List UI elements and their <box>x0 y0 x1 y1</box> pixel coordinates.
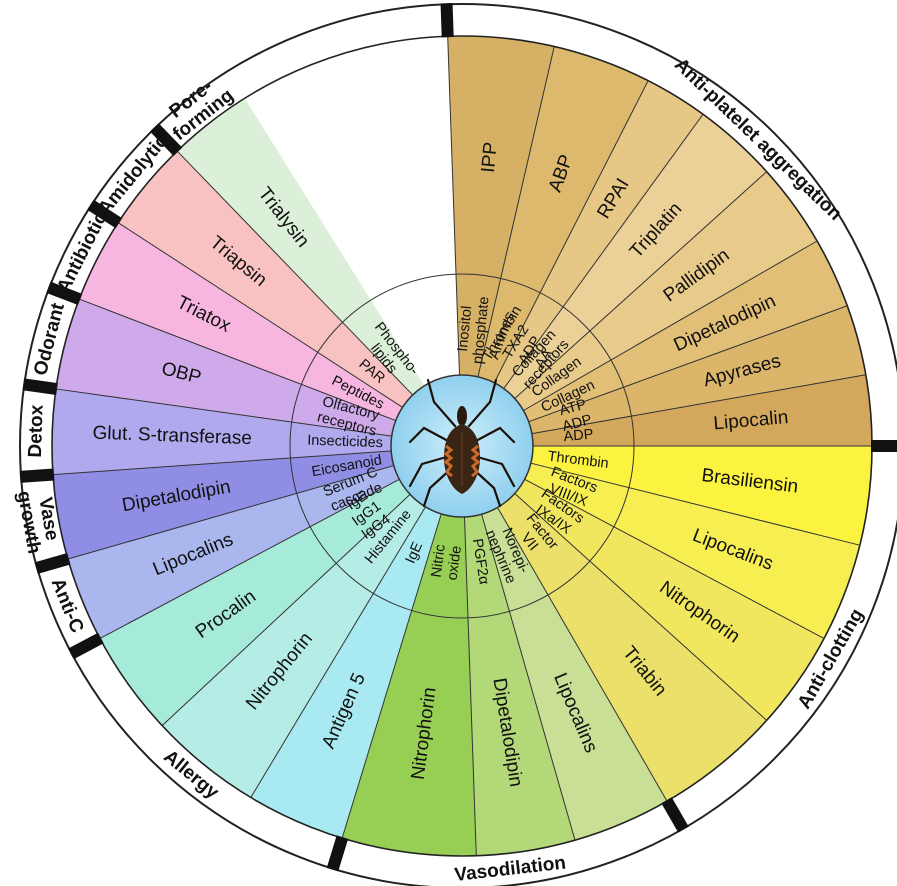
sector-lipocalins-12 <box>481 507 667 841</box>
target-label-atp-adp-text: ADP <box>561 412 594 435</box>
category-divider-tick <box>326 835 349 872</box>
sector-divider <box>79 298 396 422</box>
category-divider-tick <box>46 281 83 306</box>
sector-divider <box>67 465 394 560</box>
sector-lipocalins-18 <box>67 465 400 639</box>
sector-divider <box>99 478 400 639</box>
sector-divider <box>530 462 860 546</box>
sector-divider <box>341 513 442 839</box>
category-divider-tick <box>149 123 183 156</box>
target-label-adp: ADP <box>563 427 594 446</box>
category-divider-tick <box>68 632 104 660</box>
sector-divider <box>497 507 668 802</box>
sector-lipocalins-9 <box>524 463 860 639</box>
sector-pallidipin-4 <box>514 171 818 411</box>
sector-divider <box>477 46 555 377</box>
sector-procalin-17 <box>99 479 411 726</box>
category-divider-tick <box>22 378 58 396</box>
sector-apyrases-6 <box>528 305 866 434</box>
sector-obp-21 <box>55 299 396 437</box>
sector-ipp-0 <box>447 36 555 377</box>
category-divider-tick <box>87 199 123 229</box>
sector-dipetalodipin-13 <box>464 514 576 856</box>
sector-nitrophorin-10 <box>514 479 825 721</box>
sector-triatox-22 <box>79 222 403 421</box>
category-divider-tick <box>871 440 897 452</box>
category-divider-tick <box>440 3 454 38</box>
sector-divider <box>528 305 848 423</box>
sector-nitrophorin-14 <box>342 513 477 856</box>
sector-dipetalodipin-19 <box>53 450 394 560</box>
sector-divider <box>52 450 392 476</box>
sector-divider <box>523 240 818 411</box>
sector-abp-1 <box>477 46 649 383</box>
category-divider-tick <box>34 552 71 574</box>
sector-divider <box>176 150 414 396</box>
target-label-pgf2: PGF2α <box>469 537 492 585</box>
sector-nitrophorin-16 <box>162 494 426 798</box>
sector-divider <box>503 114 704 389</box>
sector-brasiliensin-8 <box>530 446 872 546</box>
sector-divider <box>161 494 411 726</box>
category-divider-tick <box>661 797 689 833</box>
sectors-layer <box>52 36 872 856</box>
protein-label-ipp-text: IPP <box>478 141 502 173</box>
target-label-pgf2-text: PGF2α <box>469 537 492 585</box>
sector-trialysin-24 <box>177 98 425 395</box>
sector-divider <box>463 516 477 856</box>
sector-divider <box>493 80 649 383</box>
sector-lipocalin-7 <box>531 374 872 446</box>
sector-divider <box>250 506 426 798</box>
kissing-bug-icon <box>408 378 516 508</box>
category-label-text: Detox <box>25 404 48 458</box>
target-label-nitric-oxide-text: Nitric <box>429 544 449 579</box>
sector-divider <box>117 222 403 408</box>
sector-divider <box>481 514 576 841</box>
target-label-thrombin: Thrombin <box>547 449 610 472</box>
sector-dipetalodipin-5 <box>523 241 848 422</box>
sector-divider <box>524 478 825 639</box>
sector-divider <box>514 171 768 399</box>
sector-rpai-2 <box>494 80 703 389</box>
target-label-thrombin-text: Thrombin <box>547 449 610 472</box>
sector-glut-s-transferase-20 <box>52 388 392 475</box>
sector-triplatin-3 <box>503 114 767 399</box>
sector-divider <box>55 388 392 437</box>
sector-divider <box>447 36 461 376</box>
sector-antigen-5-15 <box>250 506 442 839</box>
protein-label-ipp: IPP <box>478 141 502 173</box>
sector-triabin-11 <box>497 493 767 802</box>
target-label-inositol-phosphate-text: Inositol <box>455 305 475 352</box>
target-label-adp-text: ADP <box>563 427 594 446</box>
category-divider-tick <box>19 468 55 483</box>
sector-divider <box>531 374 866 435</box>
target-label-insecticides-text: Insecticides <box>307 433 383 452</box>
sector-divider <box>514 493 768 721</box>
target-label-atp-adp-text: ATP <box>558 397 588 419</box>
target-label-insecticides: Insecticides <box>307 433 383 452</box>
target-label-inositol-phosphate-text: phosphate <box>470 296 492 365</box>
target-label-nitric-oxide-text: oxide <box>445 545 465 581</box>
category-detox: Detox <box>25 404 48 458</box>
sector-triapsin-23 <box>118 151 413 408</box>
